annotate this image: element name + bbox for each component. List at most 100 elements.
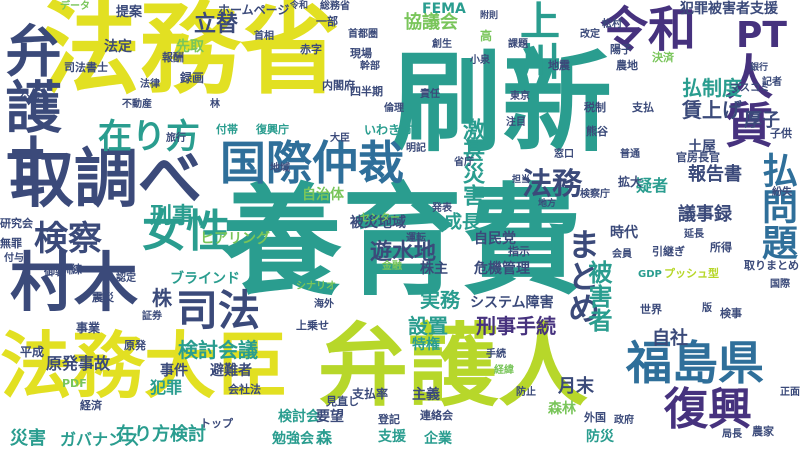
cloud-word: マスコミ [730, 83, 770, 94]
cloud-word: 養育費 [222, 173, 582, 312]
cloud-word: 危機管理 [474, 261, 530, 277]
cloud-word: 手続 [486, 349, 506, 360]
cloud-word: 記者 [762, 77, 782, 88]
cloud-word: 令和 [600, 2, 697, 58]
cloud-word: 事件 [160, 363, 188, 379]
cloud-word: PT [736, 15, 787, 56]
cloud-word: 先取 [176, 39, 204, 55]
cloud-word: 令和 [290, 1, 309, 11]
cloud-word: まとめ [563, 228, 601, 324]
cloud-word: 省庁 [454, 157, 474, 168]
cloud-word: 附則 [480, 11, 499, 21]
cloud-word: いわき市 [364, 123, 413, 137]
cloud-word: 株主 [420, 261, 448, 277]
cloud-word: 成長 [444, 212, 480, 233]
cloud-word: 復興庁 [256, 123, 289, 136]
cloud-word: ガバナンス [60, 430, 140, 449]
cloud-word: 現場 [350, 47, 372, 60]
cloud-word: 提案 [116, 5, 143, 20]
cloud-word: 女性 [142, 206, 230, 257]
cloud-word: 法律 [140, 79, 160, 90]
cloud-word: システム障害 [470, 295, 554, 311]
cloud-word: 在り方検討 [116, 424, 206, 445]
cloud-word: 人質 [716, 52, 772, 148]
cloud-word: 国際仲裁 [220, 136, 404, 190]
cloud-word: 幹部 [360, 61, 380, 72]
cloud-word: 司法書士 [64, 61, 108, 74]
cloud-word: 自民党 [474, 231, 516, 247]
cloud-word: 認定 [116, 273, 136, 284]
cloud-word: データ [60, 1, 90, 12]
cloud-word: 外国 [584, 411, 606, 424]
cloud-word: 取調べ [10, 143, 202, 217]
cloud-word: 疑者 [636, 176, 669, 195]
cloud-word: 激甚災害 [459, 118, 484, 206]
cloud-word: 支払 [632, 101, 654, 114]
cloud-word: 時代 [610, 225, 638, 241]
cloud-word: 立替 [194, 12, 239, 37]
cloud-word: 防止 [516, 387, 536, 398]
cloud-word: 延長 [684, 229, 704, 240]
cloud-word: 事業 [76, 321, 101, 335]
cloud-word: 正面 [780, 387, 800, 398]
cloud-word: 銀行 [750, 63, 769, 73]
cloud-word: 月末 [558, 376, 594, 397]
cloud-word: 支払率 [352, 387, 389, 401]
cloud-word: 厚子 [744, 110, 780, 131]
cloud-word: GDP [638, 269, 662, 280]
cloud-word: 普通 [620, 149, 640, 160]
cloud-word: 自治体 [302, 187, 344, 203]
cloud-word: 訓練 [60, 263, 82, 276]
cloud-word: 主義 [412, 387, 440, 403]
cloud-word: 金融 [382, 261, 402, 272]
cloud-word: 法務 [522, 167, 582, 202]
cloud-word: 村木 [10, 247, 138, 321]
cloud-word: 決済 [652, 51, 674, 64]
cloud-word: 総務省 [320, 1, 350, 12]
cloud-word: 議事録 [678, 204, 732, 225]
cloud-word: 検討会 [278, 409, 320, 425]
cloud-word: 林 [210, 99, 220, 110]
cloud-word: 払問題 [756, 152, 797, 260]
cloud-word: 担当 [512, 175, 531, 185]
cloud-word: 責任 [420, 89, 440, 100]
cloud-word: 刑事手続 [476, 314, 556, 338]
cloud-word: 大臣 [330, 133, 350, 144]
cloud-word: 会社法 [228, 383, 261, 396]
cloud-word: 土屋 [688, 139, 716, 155]
cloud-word: 松村 [602, 19, 622, 30]
cloud-word: 防災 [586, 429, 614, 445]
cloud-word: 内閣府 [322, 79, 355, 92]
cloud-word: 遊水地 [370, 240, 437, 265]
cloud-word: 協議会 [404, 12, 458, 33]
cloud-word: 企業 [424, 431, 452, 447]
cloud-word: 設置 [408, 314, 448, 338]
cloud-word: 検察 [34, 219, 102, 259]
cloud-word: 賃上げ [682, 98, 742, 122]
cloud-word: 経済 [80, 399, 102, 412]
cloud-word: 版 [702, 303, 712, 314]
cloud-word: 法務省 [40, 0, 340, 108]
cloud-word: 報酬 [162, 51, 184, 64]
cloud-word: 連絡会 [420, 409, 453, 422]
cloud-word: 高 [480, 29, 493, 43]
cloud-word: 刷新 [392, 39, 612, 167]
cloud-word: 登記 [378, 413, 400, 426]
cloud-word: 農家 [752, 425, 774, 438]
cloud-word: 弁護士 [0, 22, 61, 190]
cloud-word: シナリオ [296, 281, 336, 292]
cloud-word: 引継ぎ [652, 245, 685, 258]
cloud-word: 運転 [406, 233, 426, 244]
cloud-word: 創生 [432, 39, 452, 50]
cloud-word: PDF [62, 377, 87, 390]
cloud-word: 災害 [10, 428, 46, 449]
cloud-word: 熊谷 [586, 125, 608, 138]
cloud-word: 所得 [710, 241, 732, 254]
cloud-word: 旅行 [166, 133, 186, 144]
cloud-word: 明記 [406, 143, 426, 154]
cloud-word: 福島県 [626, 336, 764, 390]
cloud-word: 報告書 [688, 164, 742, 185]
cloud-word: 犯罪被害者支援 [680, 1, 778, 17]
cloud-word: 不動産 [122, 99, 152, 110]
